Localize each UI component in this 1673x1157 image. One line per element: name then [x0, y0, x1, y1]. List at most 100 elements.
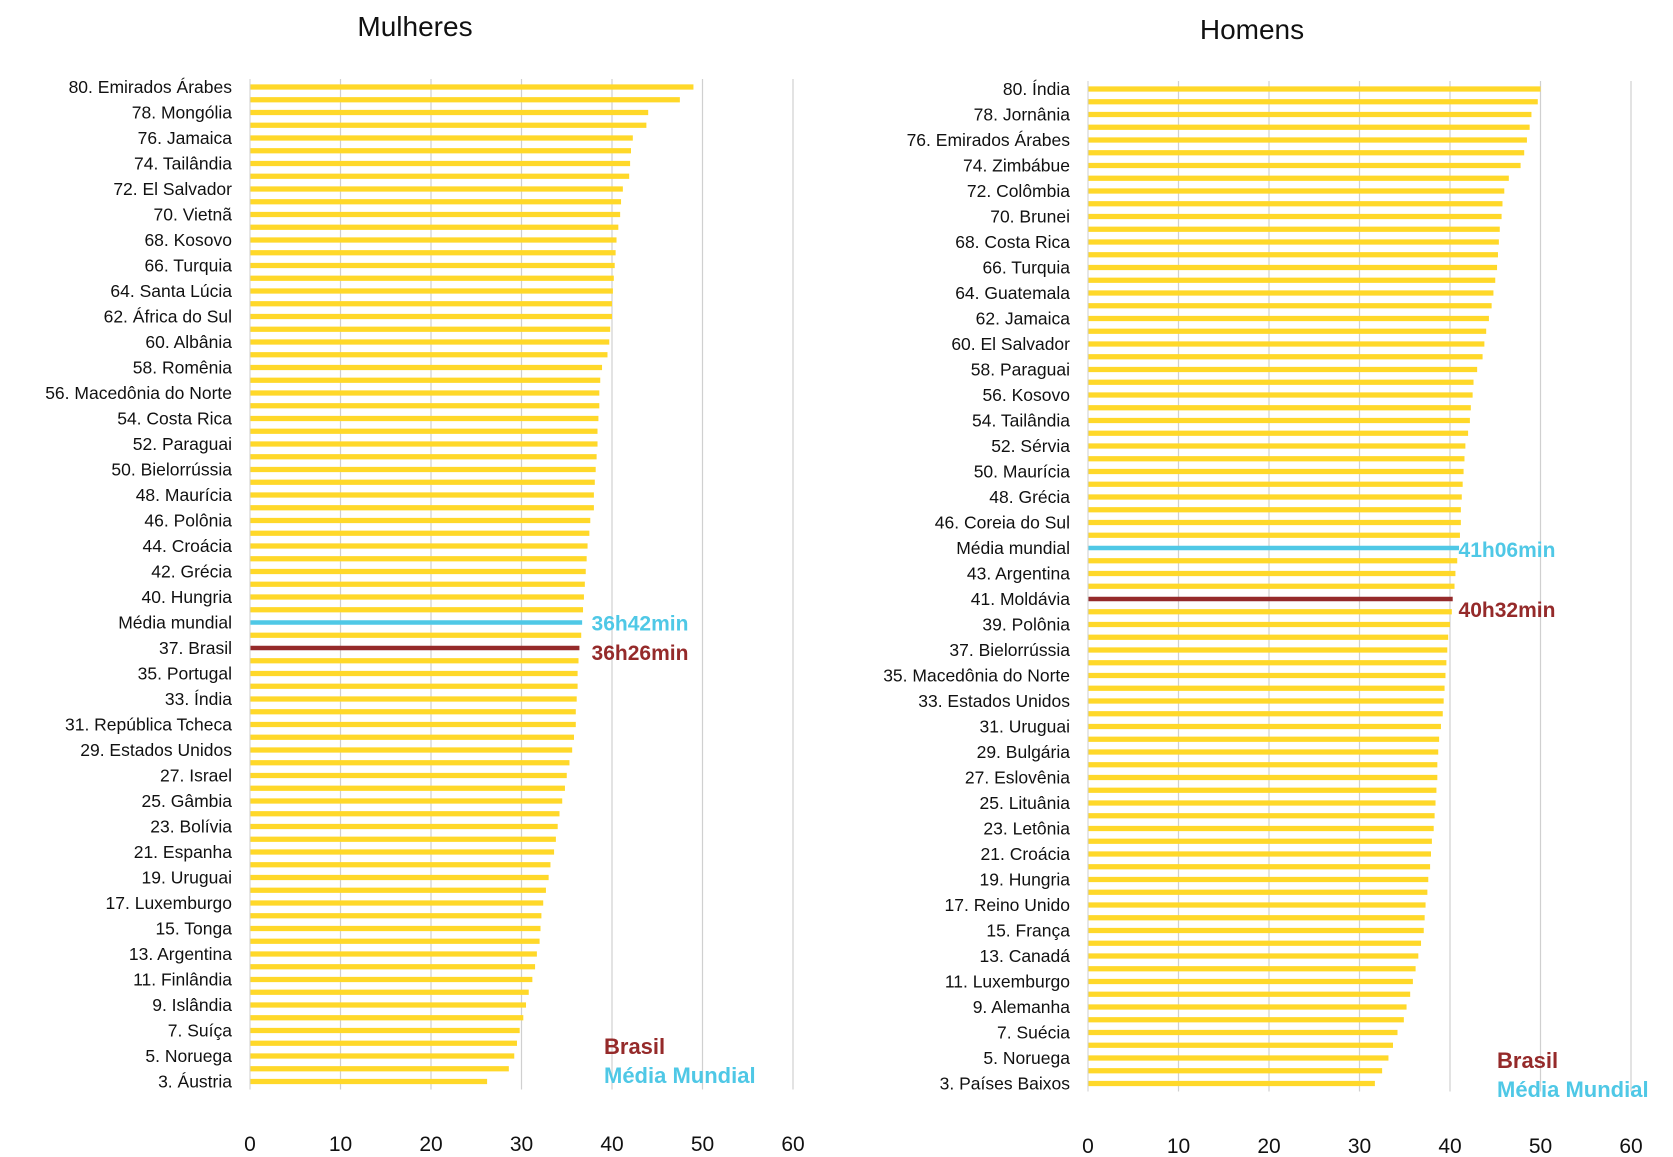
x-tick-label: 60: [1619, 1135, 1642, 1157]
category-label: 62. Jamaica: [976, 309, 1071, 329]
category-label: 58. Romênia: [133, 358, 232, 378]
category-label: 44. Croácia: [143, 536, 233, 556]
x-tick-label: 60: [781, 1133, 804, 1156]
category-label: 74. Tailândia: [134, 154, 232, 174]
category-label: 54. Costa Rica: [117, 409, 232, 429]
category-label: 68. Kosovo: [144, 230, 232, 250]
category-label: 31. Uruguai: [980, 717, 1070, 737]
category-label: 19. Uruguai: [142, 868, 232, 888]
x-tick-label: 20: [419, 1133, 442, 1156]
category-label: 25. Gâmbia: [142, 791, 233, 811]
category-label: 50. Maurícia: [974, 462, 1071, 482]
category-label: 37. Bielorrússia: [949, 640, 1070, 660]
category-label: 72. El Salvador: [113, 179, 232, 199]
category-label: 70. Brunei: [990, 207, 1070, 227]
category-label: 78. Mongólia: [132, 103, 232, 123]
legend-media-mundial: Média Mundial: [604, 1063, 756, 1088]
value-annotation: 40h32min: [1459, 599, 1556, 622]
category-label: 35. Macedônia do Norte: [883, 666, 1070, 686]
category-label: 76. Jamaica: [138, 128, 233, 148]
category-label: 70. Vietnã: [154, 205, 233, 225]
category-label: 78. Jornânia: [974, 105, 1071, 125]
category-label: 37. Brasil: [159, 638, 232, 658]
category-label: 17. Luxemburgo: [106, 893, 232, 913]
category-label: 15. França: [986, 921, 1070, 941]
category-label: 29. Bulgária: [977, 742, 1071, 762]
x-tick-label: 30: [510, 1133, 533, 1156]
x-tick-label: 50: [1529, 1135, 1552, 1157]
category-label: 23. Letônia: [983, 819, 1070, 839]
category-label: 50. Bielorrússia: [111, 460, 232, 480]
category-label: 25. Lituânia: [980, 793, 1071, 813]
category-label: 19. Hungria: [980, 870, 1071, 890]
category-label: 35. Portugal: [138, 664, 232, 684]
category-label: 42. Grécia: [151, 562, 232, 582]
category-label: 31. República Tcheca: [65, 715, 232, 735]
x-tick-label: 0: [1082, 1135, 1094, 1157]
x-tick-label: 50: [691, 1133, 714, 1156]
category-label: 3. Áustria: [158, 1072, 232, 1092]
category-label: 5. Noruega: [145, 1046, 232, 1066]
category-label: 74. Zimbábue: [963, 156, 1070, 176]
category-label: 66. Turquia: [982, 258, 1070, 278]
category-label: 33. Estados Unidos: [918, 691, 1070, 711]
category-label: 48. Grécia: [989, 487, 1070, 507]
x-tick-label: 10: [329, 1133, 352, 1156]
category-label: 46. Polônia: [144, 511, 232, 531]
category-label: 11. Finlândia: [133, 970, 232, 990]
category-label: 13. Canadá: [980, 946, 1071, 966]
category-label: 29. Estados Unidos: [80, 740, 232, 760]
value-annotation: 36h26min: [592, 642, 689, 665]
x-tick-label: 10: [1167, 1135, 1190, 1157]
category-label: 62. África do Sul: [104, 307, 232, 327]
category-label: 60. Albânia: [145, 332, 232, 352]
category-label: 17. Reino Unido: [945, 895, 1071, 915]
category-label: 46. Coreia do Sul: [935, 513, 1070, 533]
category-label: 21. Espanha: [134, 842, 233, 862]
category-label: 80. Índia: [1003, 79, 1070, 99]
category-label: 64. Guatemala: [955, 283, 1070, 303]
chart-title: Homens: [1200, 14, 1304, 45]
x-tick-label: 20: [1257, 1135, 1280, 1157]
category-label: 52. Paraguai: [133, 434, 232, 454]
category-label: 43. Argentina: [967, 564, 1070, 584]
category-label: 48. Maurícia: [136, 485, 233, 505]
category-label: 5. Noruega: [983, 1048, 1070, 1068]
legend-media-mundial: Média Mundial: [1497, 1077, 1649, 1102]
value-annotation: 36h42min: [592, 613, 689, 636]
category-label: 41. Moldávia: [971, 589, 1070, 609]
value-annotation: 41h06min: [1459, 539, 1556, 562]
category-label: 56. Macedônia do Norte: [45, 383, 232, 403]
category-label: 40. Hungria: [142, 587, 233, 607]
category-label: 58. Paraguai: [971, 360, 1070, 380]
category-label: 23. Bolívia: [150, 817, 232, 837]
category-label: 13. Argentina: [129, 944, 232, 964]
category-label: 27. Eslovênia: [965, 768, 1070, 788]
category-label: 64. Santa Lúcia: [110, 281, 232, 301]
category-label: 66. Turquia: [144, 256, 232, 276]
category-label: 15. Tonga: [155, 919, 232, 939]
category-label: 9. Islândia: [152, 995, 232, 1015]
category-label: 9. Alemanha: [973, 997, 1071, 1017]
category-label: 7. Suécia: [997, 1023, 1070, 1043]
chart-title: Mulheres: [357, 11, 472, 42]
category-label: 39. Polônia: [982, 615, 1070, 635]
category-label: 72. Colômbia: [967, 181, 1070, 201]
x-tick-label: 0: [244, 1133, 256, 1156]
category-label: 21. Croácia: [981, 844, 1071, 864]
legend-brasil: Brasil: [1497, 1048, 1558, 1073]
category-label: 3. Países Baixos: [940, 1074, 1071, 1094]
category-label: 52. Sérvia: [991, 436, 1070, 456]
category-label: 60. El Salvador: [951, 334, 1070, 354]
category-label: 7. Suíça: [168, 1021, 232, 1041]
category-label: 54. Tailândia: [972, 411, 1070, 431]
category-label: 33. Índia: [165, 689, 232, 709]
x-tick-label: 40: [1438, 1135, 1461, 1157]
x-tick-label: 30: [1348, 1135, 1371, 1157]
category-label: 76. Emirados Árabes: [907, 130, 1071, 150]
category-label: 68. Costa Rica: [955, 232, 1070, 252]
category-label: 80. Emirados Árabes: [69, 77, 233, 97]
category-label: Média mundial: [956, 538, 1070, 558]
